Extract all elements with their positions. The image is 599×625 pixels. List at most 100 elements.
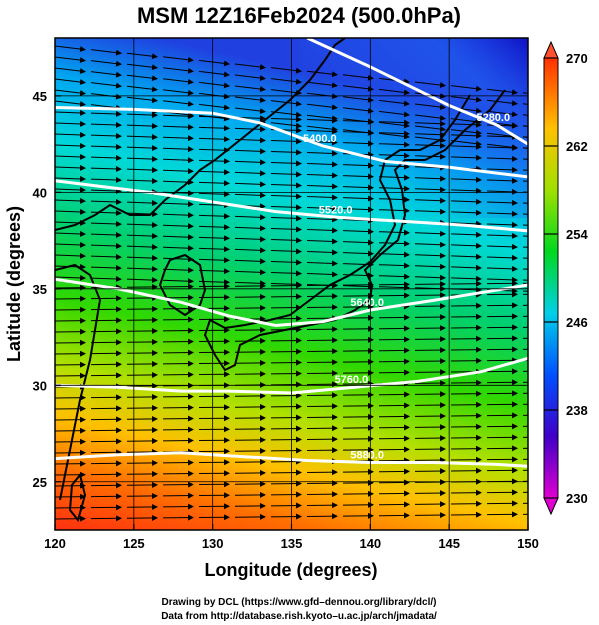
- streamline-arrow: [414, 175, 446, 182]
- map-title: MSM 12Z16Feb2024 (500.0hPa): [137, 3, 461, 28]
- colorbar-tick-label: 230: [566, 491, 588, 506]
- streamline-arrow: [306, 249, 338, 256]
- streamline-arrow: [342, 107, 374, 114]
- colorbar-min-triangle: [543, 497, 559, 516]
- streamline-arrow: [55, 274, 86, 281]
- streamline-arrow: [450, 176, 482, 183]
- streamline-arrow: [270, 248, 302, 255]
- streamline-arrow: [450, 220, 482, 227]
- plot-area: 5280.0 5400.0 5520.0 5640.0 5760.0 5880.0: [55, 38, 528, 530]
- streamline-arrow: [55, 241, 86, 248]
- coastline-asia: [55, 38, 346, 231]
- streamline-arrow: [414, 103, 446, 110]
- streamline-arrow: [198, 136, 230, 143]
- streamline-arrow: [378, 284, 410, 291]
- streamline-arrow: [450, 209, 482, 216]
- streamline-arrow: [90, 82, 122, 89]
- colorbar: 230 238 246 254 262 270: [543, 40, 588, 516]
- colorbar-tick-label: 262: [566, 139, 588, 154]
- streamline-arrow: [486, 199, 518, 206]
- x-axis-label: Longitude (degrees): [204, 560, 377, 580]
- streamline-arrow: [90, 187, 122, 194]
- streamline-arrow: [162, 212, 194, 219]
- streamline-arrow: [90, 71, 122, 78]
- streamline-arrow: [450, 231, 482, 238]
- streamline-arrow: [450, 242, 482, 249]
- streamline-arrow: [414, 252, 446, 259]
- latitude-ticks: 25 30 35 40 45: [33, 89, 61, 490]
- colorbar-tick-label: 270: [566, 51, 588, 66]
- streamline-arrow: [55, 100, 86, 107]
- contour-label-5880: 5880.0: [350, 449, 384, 461]
- colorbar-ticks: 230 238 246 254 262 270: [544, 51, 588, 506]
- coastlines: [55, 38, 506, 523]
- streamline-arrow: [378, 110, 410, 118]
- streamline-arrow: [450, 85, 482, 92]
- streamline-arrow: [306, 81, 338, 89]
- streamline-arrow: [90, 264, 122, 271]
- streamline-arrow: [162, 168, 194, 175]
- contour-label-5640: 5640.0: [350, 297, 384, 309]
- streamline-arrow: [414, 81, 446, 88]
- streamline-arrow: [90, 154, 122, 161]
- streamline-arrow: [486, 210, 518, 217]
- streamline-arrow: [198, 103, 230, 111]
- streamline-arrow: [234, 63, 266, 70]
- streamline-arrow: [162, 234, 194, 241]
- streamline-arrow: [162, 157, 194, 164]
- streamline-arrow: [342, 85, 374, 92]
- streamline-arrow: [126, 167, 158, 174]
- lon-tick-label: 145: [438, 536, 460, 551]
- streamline-arrow: [486, 243, 518, 250]
- streamline-arrow: [450, 264, 482, 271]
- streamline-arrow: [90, 110, 122, 117]
- streamline-arrow: [126, 200, 158, 207]
- streamline-arrow: [126, 74, 158, 82]
- streamline-arrow: [162, 278, 194, 285]
- streamline-arrow: [342, 195, 374, 202]
- streamline-arrow: [198, 114, 230, 121]
- streamline-arrow: [306, 238, 338, 245]
- credit-data: Data from http://database.rish.kyoto–u.a…: [161, 611, 437, 622]
- streamline-arrow: [198, 246, 230, 253]
- streamline-arrow: [378, 251, 410, 258]
- streamline-arrow: [234, 247, 266, 254]
- streamline-arrow: [270, 122, 302, 129]
- streamline-arrow: [198, 213, 230, 220]
- contour-label-5760: 5760.0: [335, 374, 369, 386]
- streamline-arrow: [450, 121, 482, 128]
- streamline-arrow: [55, 230, 86, 237]
- streamline-arrow: [342, 228, 374, 235]
- streamline-arrow: [486, 144, 518, 151]
- contour-label-5520: 5520.0: [319, 204, 353, 216]
- streamline-arrow: [55, 252, 86, 259]
- streamline-arrow: [55, 120, 86, 127]
- streamline-arrow: [234, 181, 266, 188]
- coastline-japan: [203, 89, 506, 372]
- streamline-arrow: [306, 161, 338, 168]
- streamline-arrow: [306, 227, 338, 234]
- streamline-arrow: [378, 174, 410, 181]
- streamline-arrow: [55, 89, 86, 96]
- streamline-arrow: [414, 263, 446, 270]
- streamline-arrow: [126, 123, 158, 130]
- streamline-arrow: [342, 118, 374, 125]
- streamline-arrow: [162, 56, 194, 63]
- lat-tick-label: 25: [33, 475, 47, 490]
- streamline-arrow: [90, 253, 122, 260]
- streamline-arrow: [162, 245, 194, 252]
- streamline-arrow: [342, 184, 374, 191]
- streamline-arrow: [342, 239, 374, 246]
- lon-tick-label: 135: [281, 536, 303, 551]
- streamline-arrow: [486, 122, 518, 129]
- streamline-arrow: [486, 221, 518, 228]
- streamline-arrow: [55, 131, 86, 138]
- streamline-arrow: [414, 186, 446, 193]
- streamline-arrow: [126, 156, 158, 163]
- streamline-arrow: [90, 49, 122, 56]
- streamline-arrow: [450, 129, 482, 136]
- streamline-arrow: [414, 208, 446, 215]
- streamline-arrow: [162, 135, 194, 142]
- streamline-arrow: [270, 237, 302, 244]
- streamline-arrow: [198, 268, 230, 275]
